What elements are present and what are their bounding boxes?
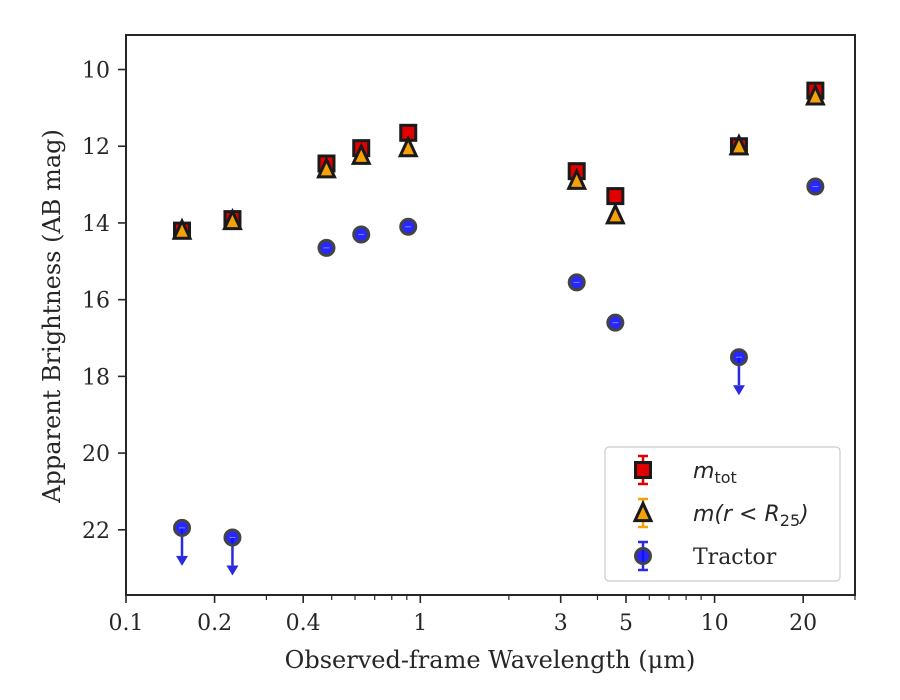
y-tick-label: 12 [82, 135, 110, 160]
series-square [173, 81, 825, 240]
y-tick-label: 22 [82, 519, 110, 544]
legend-entry: mtot [634, 454, 737, 487]
x-tick-label: 10 [701, 611, 729, 636]
triangle-marker [222, 207, 243, 231]
triangle-marker [805, 83, 826, 106]
legend-entry: m(r < R25) [632, 497, 809, 530]
x-tick-label: 3 [554, 611, 568, 636]
x-tick-label: 1 [413, 611, 427, 636]
axes: 0.1 0.2 0.4 1 3 5 10 20 10 12 14 16 18 20 22 [82, 34, 856, 636]
x-tick-label: 20 [789, 611, 817, 636]
x-tick-label: 5 [619, 611, 633, 636]
series-triangle [171, 83, 826, 240]
x-tick-label: 0.4 [286, 611, 321, 636]
y-axis-label: Apparent Brightness (AB mag) [38, 129, 66, 504]
legend-box [604, 446, 841, 582]
x-tick-label: 0.2 [197, 611, 232, 636]
triangle-marker [728, 133, 750, 156]
upper-limit-arrow-head [732, 385, 745, 396]
square-marker [634, 461, 652, 479]
y-tick-label: 18 [82, 365, 110, 390]
series-circle [173, 177, 825, 576]
y-tick-label: 14 [82, 212, 110, 237]
triangle-marker [632, 499, 654, 523]
upper-limit-arrow-head [176, 555, 189, 566]
y-tick-label: 20 [82, 442, 110, 467]
triangle-marker [316, 156, 337, 179]
legend: mtot m(r < R25) Tractor [604, 446, 841, 582]
triangle-marker [350, 142, 372, 165]
x-axis-label: Observed-frame Wavelength (μm) [285, 646, 696, 674]
legend-entry: Tractor [634, 540, 777, 572]
legend-label: Tractor [693, 545, 777, 570]
legend-label: m(r < R25) [693, 502, 809, 530]
triangle-marker [171, 217, 193, 240]
y-tick-label: 16 [82, 289, 110, 314]
y-tick-label: 10 [82, 59, 110, 84]
triangle-marker [604, 202, 626, 225]
upper-limit-arrow-head [226, 565, 239, 576]
legend-label: mtot [693, 459, 737, 487]
plot-area [171, 81, 826, 576]
plot-frame [125, 34, 856, 596]
x-tick-label: 0.1 [109, 611, 144, 636]
circle-marker [634, 547, 652, 565]
triangle-marker [566, 167, 588, 190]
triangle-marker [397, 134, 419, 158]
